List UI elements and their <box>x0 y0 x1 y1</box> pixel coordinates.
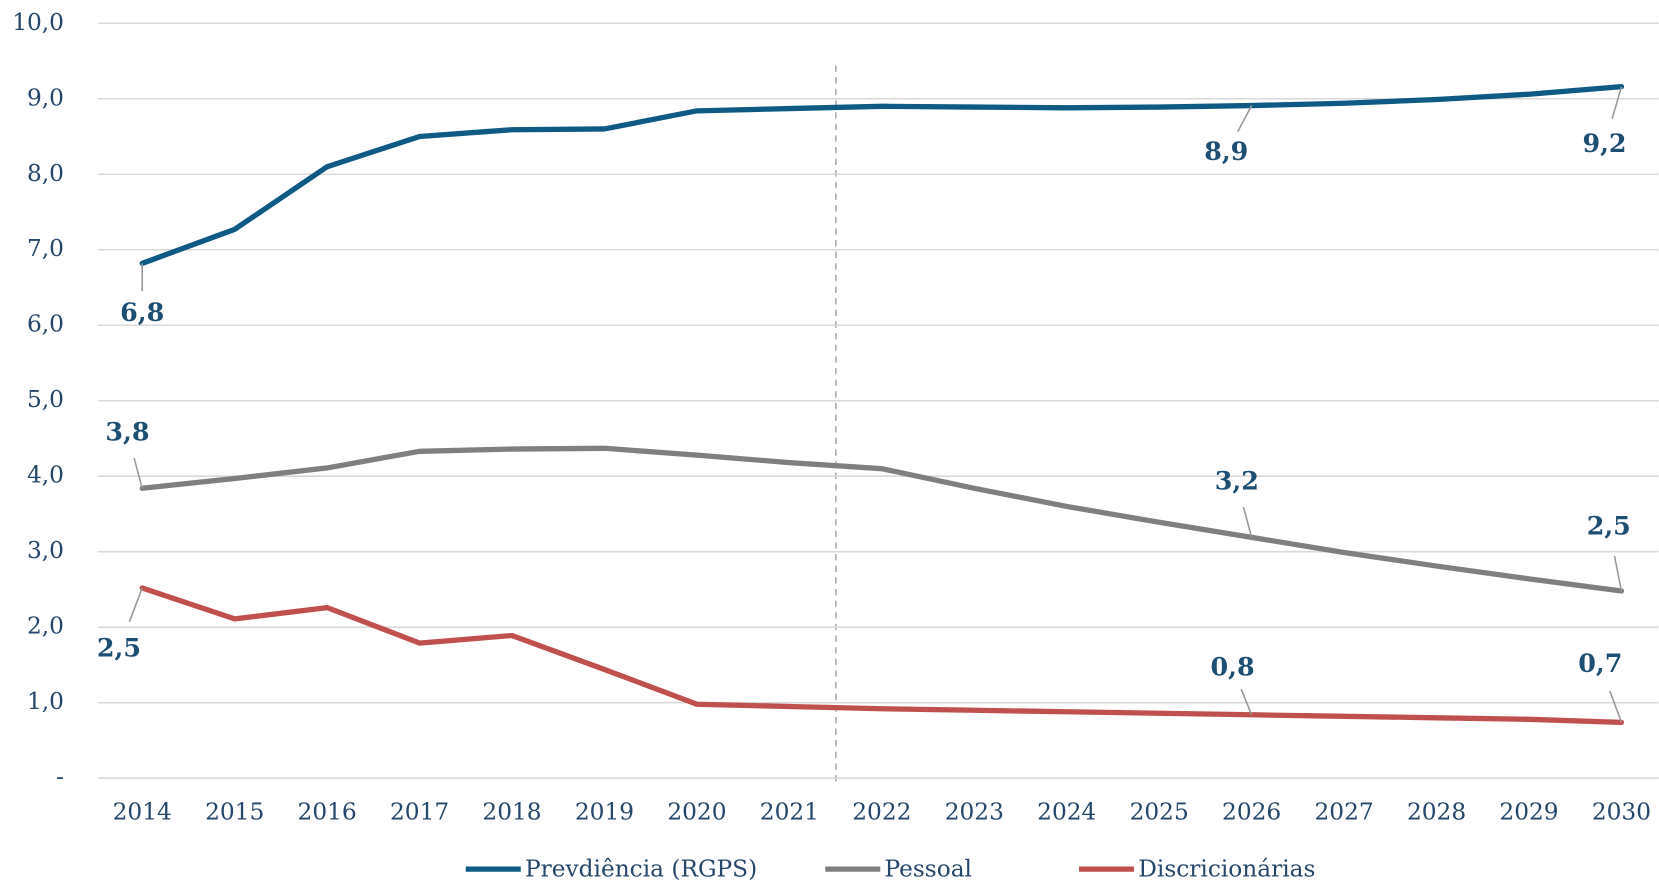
leader-line <box>1613 555 1623 592</box>
data-label: 0,8 <box>1211 651 1255 681</box>
y-tick-label: 2,0 <box>27 613 64 640</box>
x-tick-label: 2025 <box>1130 799 1189 826</box>
y-tick-label: 1,0 <box>27 688 64 715</box>
data-label: 2,5 <box>1587 511 1631 541</box>
y-tick-label: 6,0 <box>27 311 64 338</box>
y-tick-label: - <box>56 764 64 791</box>
x-tick-label: 2017 <box>390 799 449 826</box>
x-tick-label: 2024 <box>1037 799 1096 826</box>
data-label: 8,9 <box>1204 136 1248 166</box>
legend-label: Prevdiência (RGPS) <box>525 856 757 883</box>
data-label: 3,2 <box>1215 465 1259 495</box>
x-tick-label: 2027 <box>1315 799 1374 826</box>
y-tick-label: 3,0 <box>27 537 64 564</box>
x-tick-label: 2029 <box>1499 799 1558 826</box>
leader-line <box>1611 86 1623 119</box>
x-tick-label: 2015 <box>205 799 264 826</box>
data-label: 6,8 <box>120 297 164 327</box>
leader-line <box>133 457 143 489</box>
x-tick-label: 2021 <box>760 799 819 826</box>
series-line <box>139 84 1625 266</box>
data-label: 0,7 <box>1578 648 1622 678</box>
legend-label: Discricionárias <box>1138 856 1315 883</box>
y-tick-label: 9,0 <box>27 84 64 111</box>
leader-line <box>1240 688 1253 716</box>
legend-label: Pessoal <box>884 856 972 883</box>
series-line <box>139 445 1625 594</box>
x-tick-label: 2018 <box>482 799 541 826</box>
x-tick-label: 2019 <box>575 799 634 826</box>
x-tick-label: 2030 <box>1592 799 1651 826</box>
x-tick-label: 2028 <box>1407 799 1466 826</box>
data-label: 2,5 <box>97 632 141 662</box>
x-tick-label: 2026 <box>1222 799 1281 826</box>
series-line <box>139 585 1625 725</box>
y-tick-label: 4,0 <box>27 462 64 489</box>
x-tick-label: 2014 <box>113 799 172 826</box>
x-tick-label: 2020 <box>667 799 726 826</box>
x-tick-label: 2022 <box>852 799 911 826</box>
leader-line <box>128 587 143 622</box>
y-tick-label: 5,0 <box>27 386 64 413</box>
leader-line <box>1609 690 1623 723</box>
data-label: 9,2 <box>1582 128 1626 158</box>
x-tick-label: 2016 <box>298 799 357 826</box>
y-tick-label: 7,0 <box>27 235 64 262</box>
y-tick-label: 8,0 <box>27 160 64 187</box>
x-tick-label: 2023 <box>945 799 1004 826</box>
leader-line <box>1242 506 1253 538</box>
data-label: 3,8 <box>105 416 149 446</box>
leader-line <box>1236 105 1253 133</box>
y-tick-label: 10,0 <box>12 9 64 36</box>
